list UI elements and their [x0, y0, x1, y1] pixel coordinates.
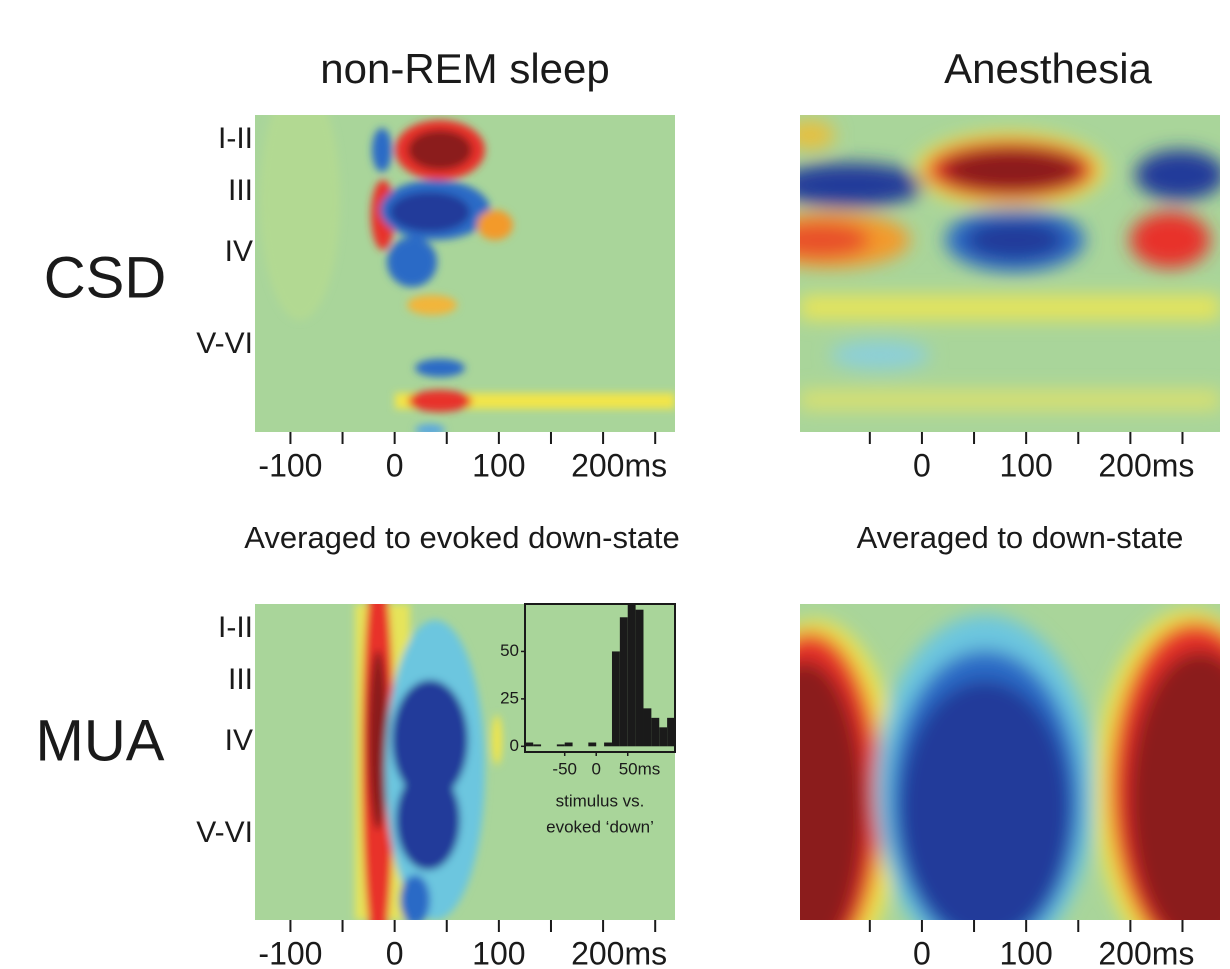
subtitle: Averaged to evoked down-state: [244, 520, 679, 555]
histogram-bar: [525, 743, 533, 747]
x-tick-label: 0: [591, 759, 600, 778]
histogram-bar: [636, 610, 644, 747]
x-tick-label: 100: [472, 935, 525, 969]
layer-label: IV: [225, 235, 253, 268]
x-tick-label: -50: [552, 759, 577, 778]
heatmap-image: [750, 115, 1225, 432]
histogram-bar: [557, 744, 565, 746]
figure: non-REM sleep Anesthesia CSD MUA Average…: [0, 0, 1230, 969]
x-tick-label: 200ms: [1098, 935, 1194, 969]
heatmap-image: [730, 604, 1230, 969]
histogram-bar: [651, 718, 659, 746]
x-tick-label: 100: [999, 935, 1052, 969]
layer-label: I-II: [218, 611, 253, 644]
x-tick-label: -100: [258, 447, 322, 483]
y-tick-label: 25: [500, 688, 519, 707]
histogram-bar: [643, 708, 651, 746]
x-tick-label: 100: [472, 447, 525, 483]
row-title: CSD: [44, 245, 166, 310]
row-title: MUA: [36, 708, 165, 773]
histogram-bar: [533, 744, 541, 746]
histogram-bar: [628, 604, 636, 746]
histogram-bar: [659, 727, 667, 746]
histogram-bar: [612, 651, 620, 746]
x-tick-label: -100: [258, 935, 322, 969]
x-axis-label: evoked ‘down’: [546, 817, 654, 836]
x-tick-label: 200ms: [571, 447, 667, 483]
x-tick-label: 200ms: [571, 935, 667, 969]
x-tick-label: 0: [913, 447, 931, 483]
layer-label: IV: [225, 724, 253, 757]
layer-label: V-VI: [196, 327, 253, 360]
column-title: Anesthesia: [944, 45, 1152, 92]
column-title: non-REM sleep: [320, 45, 609, 92]
histogram-bar: [620, 617, 628, 746]
layer-label: III: [228, 663, 253, 696]
x-tick-label: 0: [386, 935, 404, 969]
page: non-REM sleep Anesthesia CSD MUA Average…: [0, 0, 1230, 969]
x-axis-label: stimulus vs.: [556, 791, 645, 810]
x-tick-label: 0: [386, 447, 404, 483]
layer-label: V-VI: [196, 816, 253, 849]
x-tick-label: 0: [913, 935, 931, 969]
histogram-bar: [667, 718, 675, 746]
histogram-bar: [604, 743, 612, 747]
subtitle: Averaged to down-state: [857, 520, 1184, 555]
heatmap-image: [255, 80, 675, 436]
layer-label: I-II: [218, 122, 253, 155]
x-tick-label: 200ms: [1098, 447, 1194, 483]
x-tick-label: 50ms: [619, 759, 661, 778]
x-tick-label: 100: [999, 447, 1052, 483]
layer-label: III: [228, 174, 253, 207]
y-tick-label: 0: [510, 736, 519, 755]
histogram-bar: [588, 743, 596, 747]
y-tick-label: 50: [500, 641, 519, 660]
heatmap-image: [255, 560, 675, 960]
histogram-bar: [565, 743, 573, 747]
